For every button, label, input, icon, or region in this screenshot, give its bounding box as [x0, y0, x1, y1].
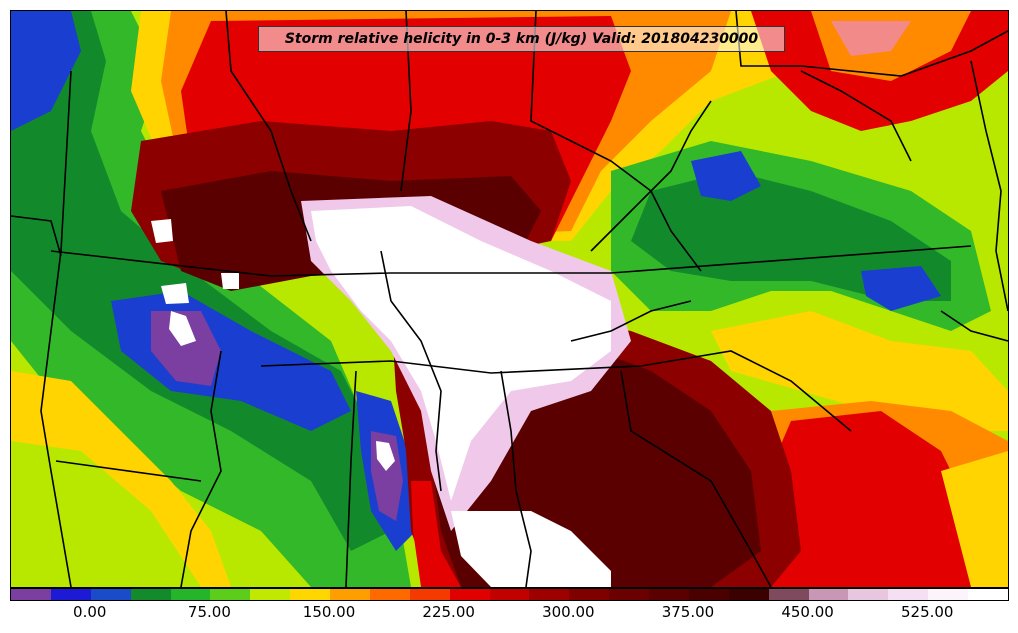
colorbar-segment [808, 589, 849, 600]
border-line-3 [260, 350, 852, 432]
colorbar-segment [649, 589, 689, 600]
border-line-18 [570, 300, 692, 342]
map-panel: Storm relative helicity in 0-3 km (J/kg)… [10, 10, 1009, 588]
border-line-10 [345, 370, 357, 587]
colorbar-segment [11, 589, 51, 600]
border-line-17 [380, 250, 442, 492]
colorbar-segment [90, 589, 131, 600]
colorbar-segment [489, 589, 530, 600]
colorbar-segment [928, 589, 968, 600]
border-line-5 [40, 70, 72, 587]
colorbar-segment [968, 589, 1008, 600]
colorbar-tick-label: 525.00 [900, 603, 954, 621]
border-line-12 [735, 11, 1008, 77]
border-line-13 [590, 100, 712, 252]
field-white-west [169, 311, 196, 346]
field-white-spot-2 [161, 283, 189, 304]
border-line-19 [940, 310, 1008, 342]
colorbar-segment [848, 589, 889, 600]
field-white-spot-1 [151, 219, 173, 243]
colorbar-tick-label: 150.00 [302, 603, 356, 621]
border-line-2 [50, 245, 972, 277]
colorbar-segment [250, 589, 291, 600]
colorbar-segment [290, 589, 330, 600]
colorbar-segment [50, 589, 91, 600]
colorbar-segment [529, 589, 570, 600]
colorbar-tick-labels: 0.00 75.00 150.00 225.00 300.00 375.00 450.00 5… [10, 601, 1007, 625]
colorbar-tick-label: 225.00 [422, 603, 475, 621]
field-yellow-se-corner [941, 451, 1008, 587]
field-lime-southwest [11, 441, 201, 587]
colorbar-segment [369, 589, 410, 600]
colorbar-segment [409, 589, 450, 600]
border-line-16 [180, 350, 222, 587]
colorbar-tick-label: 0.00 [73, 603, 107, 621]
colorbar-segment [569, 589, 610, 600]
border-line-11 [620, 370, 772, 587]
map-title-box: Storm relative helicity in 0-3 km (J/kg)… [258, 26, 785, 52]
border-line-6 [225, 11, 312, 242]
border-line-14 [800, 70, 912, 162]
field-red-southeast [761, 411, 1008, 587]
field-blue-east2 [861, 266, 941, 311]
colorbar-segment [768, 589, 809, 600]
field-pink-northeast [831, 21, 911, 56]
border-line-9 [500, 370, 532, 587]
colorbar-segment [888, 589, 929, 600]
border-line-4 [55, 460, 202, 482]
field-white-sw [376, 441, 395, 471]
border-line-1 [11, 215, 62, 257]
field-white-spot-3 [221, 273, 239, 289]
field-yellow-east [711, 311, 1008, 431]
colorbar-segment [170, 589, 211, 600]
colorbar-segment [728, 589, 769, 600]
colorbar-tick-label: 450.00 [781, 603, 834, 621]
border-line-15 [970, 60, 1008, 312]
colorbar-tick-label: 75.00 [187, 603, 231, 621]
colorbar-segment [449, 589, 490, 600]
colorbar-segment [210, 589, 251, 600]
field-red-south-edge [411, 481, 461, 587]
field-blue-northwest [11, 11, 81, 131]
map-title: Storm relative helicity in 0-3 km (J/kg)… [284, 31, 759, 47]
field-purple-west [151, 311, 221, 386]
colorbar-segment [330, 589, 370, 600]
colorbar-segment [130, 589, 171, 600]
colorbar-tick-label: 300.00 [542, 603, 595, 621]
border-line-8 [530, 11, 702, 272]
colorbar [10, 588, 1009, 601]
field-blue-east [691, 151, 761, 201]
helicity-field-map [11, 11, 1008, 587]
colorbar-tick-label: 375.00 [661, 603, 715, 621]
colorbar-segment [688, 589, 729, 600]
state-borders [11, 11, 1008, 587]
colorbar-segment [609, 589, 649, 600]
field-darkgreen-east [631, 171, 951, 301]
